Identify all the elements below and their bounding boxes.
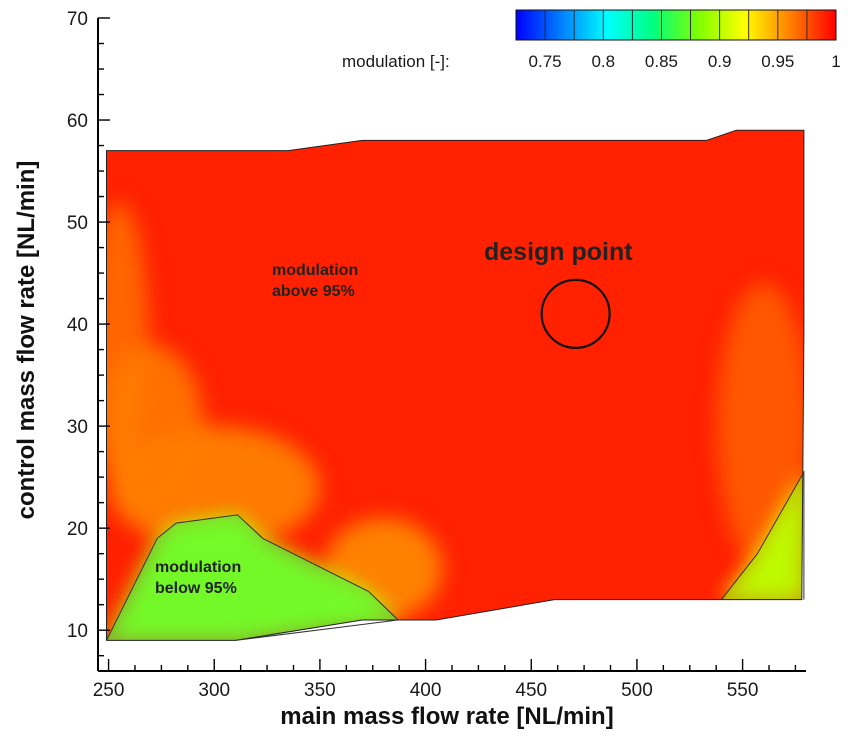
x-axis-title: main mass flow rate [NL/min] — [280, 703, 613, 730]
x-tick-label: 350 — [304, 680, 336, 701]
gradient-blob — [717, 283, 804, 569]
x-tick-label: 400 — [410, 680, 442, 701]
region-below-95-core — [106, 514, 399, 641]
y-tick-label: 70 — [67, 9, 88, 30]
y-tick-label: 30 — [67, 417, 88, 438]
annotation-below-95-line2: below 95% — [155, 580, 237, 597]
annotation-below-95-line1: modulation — [155, 559, 241, 576]
colorbar-tick-label: 0.8 — [591, 52, 615, 71]
contour-lines-95 — [106, 470, 805, 641]
colorbar: 0.75 0.8 0.85 0.9 0.95 1 modulation [-]: — [342, 9, 841, 71]
contour-field — [106, 130, 804, 641]
contour-line-95 — [106, 514, 400, 641]
x-tick-label: 250 — [93, 680, 125, 701]
colorbar-tick-label: 0.9 — [708, 52, 732, 71]
x-tick-label: 500 — [621, 680, 653, 701]
axes: 250 300 350 400 450 500 550 10 20 30 40 50 60 70 — [67, 9, 806, 701]
colorbar-title: modulation [-]: — [342, 52, 450, 71]
annotations: modulation above 95% modulation below 95… — [155, 238, 633, 597]
colorbar-tick-label: 0.75 — [529, 52, 562, 71]
y-tick-label: 50 — [67, 213, 88, 234]
annotation-above-95-line1: modulation — [272, 262, 358, 279]
colorbar-tick-label: 0.85 — [645, 52, 678, 71]
y-tick-label: 20 — [67, 519, 88, 540]
low-modulation-regions — [106, 472, 804, 641]
contour-line-95 — [721, 470, 805, 600]
design-point-label: design point — [484, 238, 633, 266]
colorbar-separators — [544, 10, 808, 40]
x-ticks: 250 300 350 400 450 500 550 — [93, 659, 797, 701]
y-ticks: 10 20 30 40 50 60 70 — [67, 9, 110, 657]
x-tick-label: 300 — [198, 680, 230, 701]
colorbar-tick-label: 0.95 — [761, 52, 794, 71]
y-tick-label: 60 — [67, 111, 88, 132]
region-below-95-core — [721, 472, 804, 600]
design-point-marker — [540, 278, 611, 349]
x-tick-label: 450 — [515, 680, 547, 701]
y-axis-title: control mass flow rate [NL/min] — [13, 161, 40, 520]
y-tick-label: 10 — [67, 621, 88, 642]
colorbar-tick-labels: 0.75 0.8 0.85 0.9 0.95 1 — [529, 52, 841, 71]
colorbar-tick-label: 1 — [831, 52, 840, 71]
y-tick-label: 40 — [67, 315, 88, 336]
domain-boundary — [106, 129, 805, 641]
gradient-blob — [106, 344, 204, 508]
annotation-above-95-line2: above 95% — [272, 283, 355, 300]
colorbar-rect — [515, 9, 837, 41]
x-tick-label: 550 — [727, 680, 759, 701]
